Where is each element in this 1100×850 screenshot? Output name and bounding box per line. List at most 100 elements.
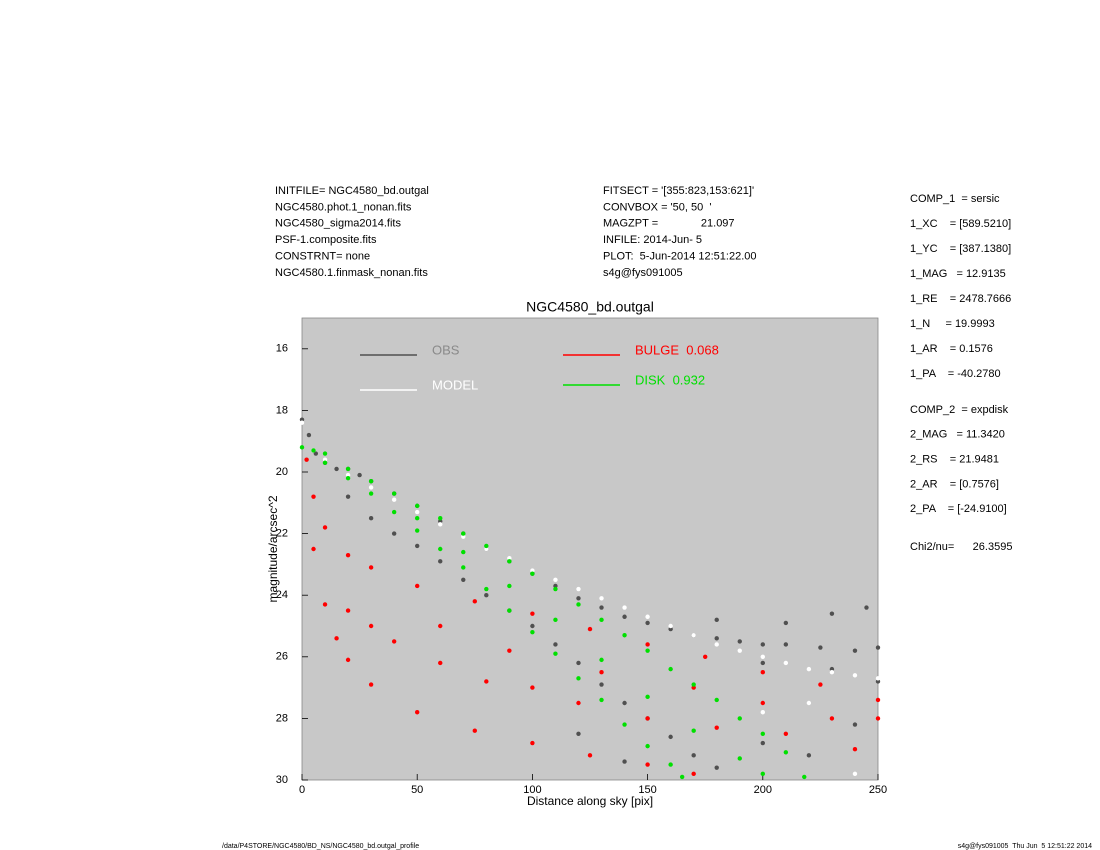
data-point <box>737 648 742 653</box>
param-line: 1_RE = 2478.7666 <box>910 293 1011 305</box>
data-point <box>668 623 673 629</box>
header-center-line: MAGZPT = 21.097 <box>603 218 735 230</box>
data-point <box>484 586 489 592</box>
data-point <box>599 617 604 623</box>
data-point <box>299 420 305 425</box>
data-point <box>368 491 374 496</box>
data-point <box>737 756 742 761</box>
data-point <box>783 642 789 647</box>
data-point <box>622 722 627 727</box>
data-point <box>553 617 558 623</box>
data-point <box>334 636 339 641</box>
data-point <box>484 679 489 684</box>
data-point <box>368 565 374 570</box>
data-point <box>553 583 558 589</box>
data-point <box>587 626 593 632</box>
x-tick-label: 150 <box>638 784 656 796</box>
data-point <box>334 466 339 472</box>
data-point <box>530 571 535 576</box>
data-point <box>668 666 673 672</box>
data-point <box>368 682 374 687</box>
data-point <box>806 666 812 672</box>
data-point <box>461 577 466 582</box>
data-point <box>829 716 835 721</box>
data-point <box>438 519 443 524</box>
data-point <box>322 451 328 456</box>
data-point <box>438 546 443 552</box>
data-point <box>415 503 420 509</box>
data-point <box>645 642 650 647</box>
data-point <box>415 583 420 589</box>
legend-label: DISK 0.932 <box>635 372 705 387</box>
data-point <box>507 559 512 564</box>
data-point <box>368 623 374 629</box>
y-tick-label: 24 <box>276 589 288 601</box>
data-point <box>818 645 823 650</box>
x-tick-label: 100 <box>523 784 541 796</box>
x-tick-label: 250 <box>869 784 887 796</box>
data-point <box>703 654 708 659</box>
data-point <box>484 543 489 549</box>
param-line: 1_XC = [589.5210] <box>910 218 1011 230</box>
data-point <box>802 774 807 780</box>
data-point <box>322 460 328 465</box>
data-point <box>576 586 581 592</box>
y-tick-label: 20 <box>276 466 288 478</box>
data-point <box>587 753 593 758</box>
data-point <box>438 516 443 521</box>
y-tick-label: 18 <box>276 404 288 416</box>
data-point <box>806 753 812 758</box>
chi2: Chi2/nu= 26.3595 <box>910 541 1012 553</box>
data-point <box>299 445 305 450</box>
data-point <box>391 509 397 515</box>
data-point <box>311 546 316 552</box>
param-line: 2_AR = [0.7576] <box>910 478 999 490</box>
data-point <box>599 697 604 703</box>
data-point <box>645 614 650 619</box>
data-point <box>345 466 351 472</box>
legend-label: OBS <box>432 342 460 357</box>
data-point <box>507 556 512 561</box>
param-line: 1_YC = [387.1380] <box>910 243 1011 255</box>
x-tick-label: 50 <box>411 784 423 796</box>
data-point <box>553 577 558 582</box>
data-point <box>461 549 466 555</box>
data-point <box>783 620 789 626</box>
data-point <box>668 734 673 740</box>
data-point <box>345 475 351 481</box>
data-point <box>472 599 477 604</box>
data-point <box>864 605 869 610</box>
data-point <box>737 639 742 644</box>
data-point <box>622 759 627 764</box>
data-point <box>415 710 420 715</box>
data-point <box>311 448 316 453</box>
data-point <box>345 494 351 499</box>
y-tick-label: 30 <box>276 774 288 786</box>
data-point <box>760 670 765 675</box>
data-point <box>691 633 696 638</box>
data-point <box>507 648 512 653</box>
header-left-line: NGC4580.phot.1_nonan.fits <box>275 201 412 213</box>
header-left-line: NGC4580_sigma2014.fits <box>275 218 401 230</box>
data-point <box>691 728 696 733</box>
param-line: COMP_1 = sersic <box>910 193 1000 205</box>
data-point <box>737 716 742 721</box>
data-point <box>714 642 719 647</box>
data-point <box>691 682 696 687</box>
data-point <box>415 516 420 521</box>
header-center-line: s4g@fys091005 <box>603 267 683 279</box>
data-point <box>691 771 696 777</box>
param-line: 2_RS = 21.9481 <box>910 454 999 466</box>
data-point <box>530 629 535 635</box>
y-tick-label: 22 <box>276 528 288 540</box>
data-point <box>484 546 489 552</box>
data-point <box>645 694 650 700</box>
data-point <box>645 762 650 767</box>
data-point <box>852 722 858 727</box>
data-point <box>875 697 881 703</box>
data-point <box>472 728 477 733</box>
x-axis-label: Distance along sky [pix] <box>527 794 653 808</box>
data-point <box>760 660 765 666</box>
data-point <box>622 633 627 638</box>
